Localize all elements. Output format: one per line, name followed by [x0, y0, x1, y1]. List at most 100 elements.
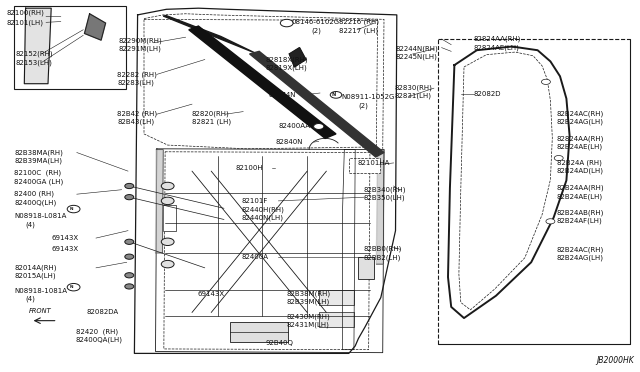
Text: 82216 (RH): 82216 (RH) — [339, 18, 380, 25]
Text: 82874N: 82874N — [269, 92, 296, 98]
Text: 82830(RH): 82830(RH) — [395, 84, 433, 91]
Circle shape — [554, 155, 563, 161]
Text: N: N — [69, 207, 73, 211]
Text: 82821 (LH): 82821 (LH) — [192, 119, 231, 125]
Polygon shape — [289, 48, 306, 67]
Text: 82431M(LH): 82431M(LH) — [287, 322, 330, 328]
Polygon shape — [84, 14, 106, 40]
Text: 82B24AF(LH): 82B24AF(LH) — [557, 218, 602, 224]
Text: 69143X: 69143X — [51, 235, 78, 241]
Text: 82BB2(LH): 82BB2(LH) — [364, 254, 401, 261]
Text: 82B24AD(LH): 82B24AD(LH) — [557, 168, 604, 174]
Text: FRONT: FRONT — [28, 308, 51, 314]
Text: 82153(LH): 82153(LH) — [16, 59, 53, 66]
Circle shape — [125, 284, 134, 289]
Text: 82B43(LH): 82B43(LH) — [117, 119, 154, 125]
Text: 92B40Q: 92B40Q — [266, 340, 294, 346]
Text: 82291M(LH): 82291M(LH) — [118, 46, 161, 52]
Text: 82840N: 82840N — [275, 139, 303, 145]
Text: 82440N(LH): 82440N(LH) — [242, 214, 284, 221]
FancyBboxPatch shape — [163, 205, 176, 231]
Circle shape — [280, 19, 293, 27]
Text: 82100H: 82100H — [236, 165, 263, 171]
Text: 82420  (RH): 82420 (RH) — [76, 328, 118, 335]
Text: 82B24AA(RH): 82B24AA(RH) — [557, 185, 604, 191]
Text: 82B24AB(RH): 82B24AB(RH) — [557, 209, 604, 216]
Text: (4): (4) — [26, 221, 35, 228]
Polygon shape — [163, 16, 255, 53]
Text: 69143X: 69143X — [51, 246, 78, 252]
Text: 82824AA(RH): 82824AA(RH) — [557, 135, 604, 142]
Text: 82B38M(RH): 82B38M(RH) — [287, 291, 331, 297]
Circle shape — [125, 183, 134, 189]
Text: 82B24AG(LH): 82B24AG(LH) — [557, 255, 604, 262]
Text: (2): (2) — [312, 27, 321, 34]
Circle shape — [125, 273, 134, 278]
Circle shape — [125, 239, 134, 244]
Text: 82B24AE(LH): 82B24AE(LH) — [557, 193, 603, 200]
Text: 69143X: 69143X — [197, 291, 224, 297]
Text: 82152(RH): 82152(RH) — [16, 51, 54, 57]
Text: 82082D: 82082D — [474, 91, 501, 97]
Circle shape — [125, 254, 134, 259]
Text: 82400QA(LH): 82400QA(LH) — [76, 337, 122, 343]
Text: 82014A(RH): 82014A(RH) — [14, 264, 56, 271]
Text: 08146-6102G: 08146-6102G — [291, 19, 339, 25]
Polygon shape — [156, 150, 163, 253]
Text: 82082DA: 82082DA — [86, 309, 118, 315]
Text: N: N — [69, 285, 73, 289]
Polygon shape — [189, 26, 336, 138]
FancyBboxPatch shape — [349, 158, 380, 173]
Circle shape — [161, 197, 174, 205]
Polygon shape — [250, 51, 384, 157]
Text: 82101HA: 82101HA — [357, 160, 390, 166]
Circle shape — [161, 182, 174, 190]
Text: 82B340(RH): 82B340(RH) — [364, 186, 406, 193]
Text: 82B39MA(LH): 82B39MA(LH) — [14, 157, 62, 164]
Circle shape — [67, 205, 80, 213]
Text: 82818X(RH): 82818X(RH) — [266, 56, 308, 63]
Text: 82101F: 82101F — [242, 198, 268, 204]
Circle shape — [314, 124, 324, 129]
Text: 82400 (RH): 82400 (RH) — [14, 191, 54, 198]
FancyBboxPatch shape — [319, 312, 354, 327]
Text: JB2000HK: JB2000HK — [596, 356, 634, 365]
Text: 82245N(LH): 82245N(LH) — [396, 54, 437, 60]
Text: 82101(LH): 82101(LH) — [6, 19, 44, 26]
FancyBboxPatch shape — [230, 322, 288, 342]
Text: 82430M(RH): 82430M(RH) — [287, 314, 330, 320]
Text: N: N — [332, 92, 335, 97]
Circle shape — [541, 79, 550, 84]
Text: 82015A(LH): 82015A(LH) — [14, 273, 56, 279]
Text: 82B24AG(LH): 82B24AG(LH) — [557, 119, 604, 125]
Circle shape — [161, 238, 174, 246]
Text: 82440H(RH): 82440H(RH) — [242, 206, 285, 213]
Text: 82100(RH): 82100(RH) — [6, 10, 44, 16]
Text: 82B42 (RH): 82B42 (RH) — [117, 110, 157, 117]
Text: 82820(RH): 82820(RH) — [192, 110, 230, 117]
Text: 82831(LH): 82831(LH) — [395, 93, 432, 99]
FancyBboxPatch shape — [14, 6, 126, 89]
Text: 82400Q(LH): 82400Q(LH) — [14, 199, 56, 206]
Text: 82B350(LH): 82B350(LH) — [364, 195, 405, 201]
Circle shape — [125, 195, 134, 200]
Text: 82244N(RH): 82244N(RH) — [396, 45, 438, 52]
Text: 82400AA: 82400AA — [278, 124, 310, 129]
Text: 82B39M(LH): 82B39M(LH) — [287, 299, 330, 305]
Text: 82283(LH): 82283(LH) — [117, 79, 154, 86]
Text: (4): (4) — [26, 296, 35, 302]
Text: 82400GA (LH): 82400GA (LH) — [14, 178, 63, 185]
FancyBboxPatch shape — [358, 257, 374, 279]
Text: N08918-1081A: N08918-1081A — [14, 288, 67, 294]
Text: 82282 (RH): 82282 (RH) — [117, 71, 157, 78]
Text: 82B24AE(LH): 82B24AE(LH) — [557, 143, 603, 150]
Text: 82217 (LH): 82217 (LH) — [339, 27, 378, 34]
Polygon shape — [24, 8, 51, 84]
Text: 82100C  (RH): 82100C (RH) — [14, 170, 61, 176]
Circle shape — [67, 283, 80, 291]
Text: N08918-L081A: N08918-L081A — [14, 213, 67, 219]
Circle shape — [546, 219, 555, 224]
Text: 82B38MA(RH): 82B38MA(RH) — [14, 149, 63, 156]
Text: 82400A: 82400A — [242, 254, 269, 260]
Text: 82824AE(LH): 82824AE(LH) — [474, 44, 520, 51]
